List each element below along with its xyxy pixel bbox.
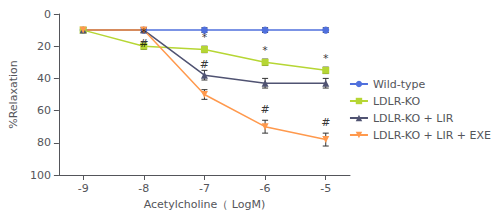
svg-text:-5: -5 <box>320 182 331 195</box>
svg-text:#: # <box>200 58 209 71</box>
svg-text:0: 0 <box>44 8 51 21</box>
svg-text:100: 100 <box>30 169 51 182</box>
svg-text:*: * <box>323 52 329 65</box>
svg-text:-6: -6 <box>260 182 271 195</box>
svg-text:Wild-type: Wild-type <box>373 78 426 91</box>
svg-text:-8: -8 <box>138 182 149 195</box>
svg-text:-9: -9 <box>78 182 89 195</box>
svg-text:40: 40 <box>37 72 51 85</box>
svg-text:80: 80 <box>37 136 51 149</box>
svg-text:-7: -7 <box>199 182 210 195</box>
svg-text:#: # <box>260 103 269 116</box>
svg-text:LDLR-KO + LIR + EXE: LDLR-KO + LIR + EXE <box>373 129 491 142</box>
svg-text:%Relaxation: %Relaxation <box>7 60 20 129</box>
svg-text:Acetylcholine（ LogM): Acetylcholine（ LogM) <box>144 198 266 211</box>
svg-text:LDLR-KO + LIR: LDLR-KO + LIR <box>373 112 454 125</box>
svg-text:#: # <box>321 116 330 129</box>
svg-text:60: 60 <box>37 104 51 117</box>
svg-text:*: * <box>262 44 268 57</box>
svg-text:20: 20 <box>37 40 51 53</box>
svg-text:#: # <box>139 37 148 50</box>
svg-text:LDLR-KO: LDLR-KO <box>373 95 421 108</box>
svg-text:*: * <box>202 31 208 44</box>
